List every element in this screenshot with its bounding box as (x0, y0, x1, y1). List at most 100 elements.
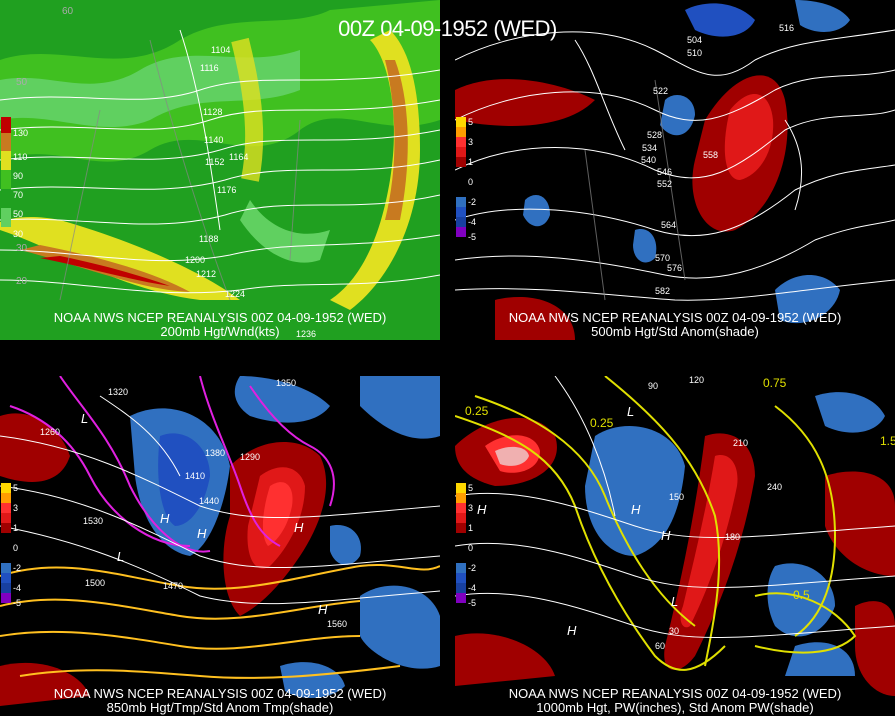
contour-label: 510 (687, 48, 703, 58)
colorbar-label: 50 (13, 209, 24, 219)
colorbar-swatch (1, 151, 11, 170)
colorbar-swatch (456, 563, 466, 573)
lat-label: 50 (16, 77, 28, 88)
colorbar-swatch (456, 523, 466, 533)
high-pressure-marker: H (477, 502, 487, 517)
colorbar-swatch (456, 197, 466, 207)
colorbar-swatch (1, 170, 11, 189)
high-pressure-marker: H (631, 502, 641, 517)
colorbar-label: 90 (13, 171, 24, 181)
lat-label: 20 (16, 276, 28, 287)
contour-label: 528 (647, 130, 663, 140)
colorbar-label: 0 (468, 177, 474, 187)
contour-label: 1350 (276, 378, 297, 388)
colorbar-swatch (456, 207, 466, 217)
colorbar-swatch (456, 147, 466, 157)
colorbar-swatch (456, 513, 466, 523)
high-pressure-marker: H (318, 602, 328, 617)
panel-200mb: 130 110 90 70 50 30 60 50 30 20 1104 111… (0, 0, 440, 340)
high-pressure-marker: H (160, 511, 170, 526)
contour-label: 1470 (163, 581, 184, 591)
colorbar-swatch (456, 593, 466, 603)
colorbar-label: 3 (13, 503, 19, 513)
colorbar-swatch (1, 208, 11, 227)
colorbar-swatch (1, 483, 11, 493)
contour-label: 1200 (185, 255, 206, 265)
contour-label: 30 (669, 626, 680, 636)
panel-caption-bottom: 1000mb Hgt, PW(inches), Std Anom PW(shad… (536, 700, 814, 715)
contour-label: 210 (733, 438, 749, 448)
contour-label: 1188 (199, 234, 219, 244)
contour-label: 558 (703, 150, 719, 160)
panel-caption-top: NOAA NWS NCEP REANALYSIS 00Z 04-09-1952 … (53, 310, 387, 325)
contour-label: 1440 (199, 496, 220, 506)
high-pressure-marker: H (294, 520, 304, 535)
contour-label: 516 (779, 23, 795, 33)
panel-caption-bottom: 850mb Hgt/Tmp/Std Anom Tmp(shade) (106, 700, 334, 715)
main-title: 00Z 04-09-1952 (WED) (338, 16, 557, 41)
colorbar-swatch (1, 503, 11, 513)
contour-label: 522 (653, 86, 669, 96)
colorbar-label: 1 (468, 157, 474, 167)
colorbar-swatch (1, 189, 11, 208)
colorbar-label: 1 (468, 523, 474, 533)
colorbar-label: 130 (13, 128, 29, 138)
contour-label: 582 (655, 286, 671, 296)
contour-label: 1140 (204, 135, 224, 145)
contour-label: 1560 (327, 619, 348, 629)
panel-1000mb: 5 3 1 0 -2 -4 -5 0.25 0.25 0.5 0.75 1.5 … (455, 376, 895, 716)
contour-label: 576 (667, 263, 683, 273)
colorbar-swatch (1, 573, 11, 583)
contour-label: 120 (689, 376, 705, 385)
contour-label: 1104 (211, 45, 231, 55)
pw-contour-label: 0.25 (590, 416, 614, 430)
colorbar-swatch (1, 117, 11, 133)
high-pressure-marker: H (567, 623, 577, 638)
panel-caption-bottom: 200mb Hgt/Wnd(kts) (160, 324, 280, 339)
colorbar-label: -4 (468, 217, 477, 227)
contour-label: 534 (642, 143, 658, 153)
pw-contour-label: 0.75 (763, 376, 787, 390)
colorbar-swatch (1, 513, 11, 523)
contour-label: 564 (661, 220, 677, 230)
map-500mb (455, 0, 895, 340)
contour-label: 1260 (40, 427, 61, 437)
colorbar-label: 30 (13, 229, 24, 239)
colorbar-label: 1 (13, 523, 19, 533)
colorbar-swatch (456, 217, 466, 227)
colorbar-label: -5 (468, 232, 477, 242)
colorbar-label: -5 (468, 598, 477, 608)
contour-label: 546 (657, 167, 673, 177)
colorbar-label: 3 (468, 503, 474, 513)
contour-label: 570 (655, 253, 671, 263)
colorbar-swatch (456, 483, 466, 493)
contour-label: 504 (687, 35, 703, 45)
contour-label: 1224 (225, 289, 246, 299)
contour-label: 540 (641, 155, 657, 165)
panel-500mb: 5 3 1 0 -2 -4 -5 504 510 516 522 528 534… (455, 0, 895, 340)
contour-label: 1128 (203, 107, 223, 117)
colorbar-label: 110 (13, 152, 28, 162)
lat-label: 60 (62, 6, 74, 17)
colorbar-swatch (456, 503, 466, 513)
colorbar-label: -4 (13, 583, 22, 593)
colorbar-label: 0 (13, 543, 19, 553)
colorbar-swatch (456, 493, 466, 503)
contour-label: 240 (767, 482, 783, 492)
colorbar-swatch (456, 573, 466, 583)
colorbar-label: 5 (468, 483, 474, 493)
low-pressure-marker: L (81, 411, 89, 426)
colorbar-label: -2 (468, 563, 477, 573)
contour-label: 1164 (229, 152, 249, 162)
colorbar-label: 5 (13, 483, 19, 493)
low-pressure-marker: L (627, 404, 635, 419)
lat-label: 30 (16, 243, 28, 254)
contour-label: 1176 (217, 185, 237, 195)
colorbar-label: 70 (13, 190, 24, 200)
map-850mb (0, 376, 440, 706)
colorbar-swatch (1, 133, 11, 151)
colorbar-label: -2 (468, 197, 477, 207)
pw-contour-label: 0.25 (465, 404, 489, 418)
colorbar-label: 3 (468, 137, 474, 147)
panel-850mb: 5 3 1 0 -2 -4 -5 1350 1320 1290 1260 138… (0, 376, 440, 716)
